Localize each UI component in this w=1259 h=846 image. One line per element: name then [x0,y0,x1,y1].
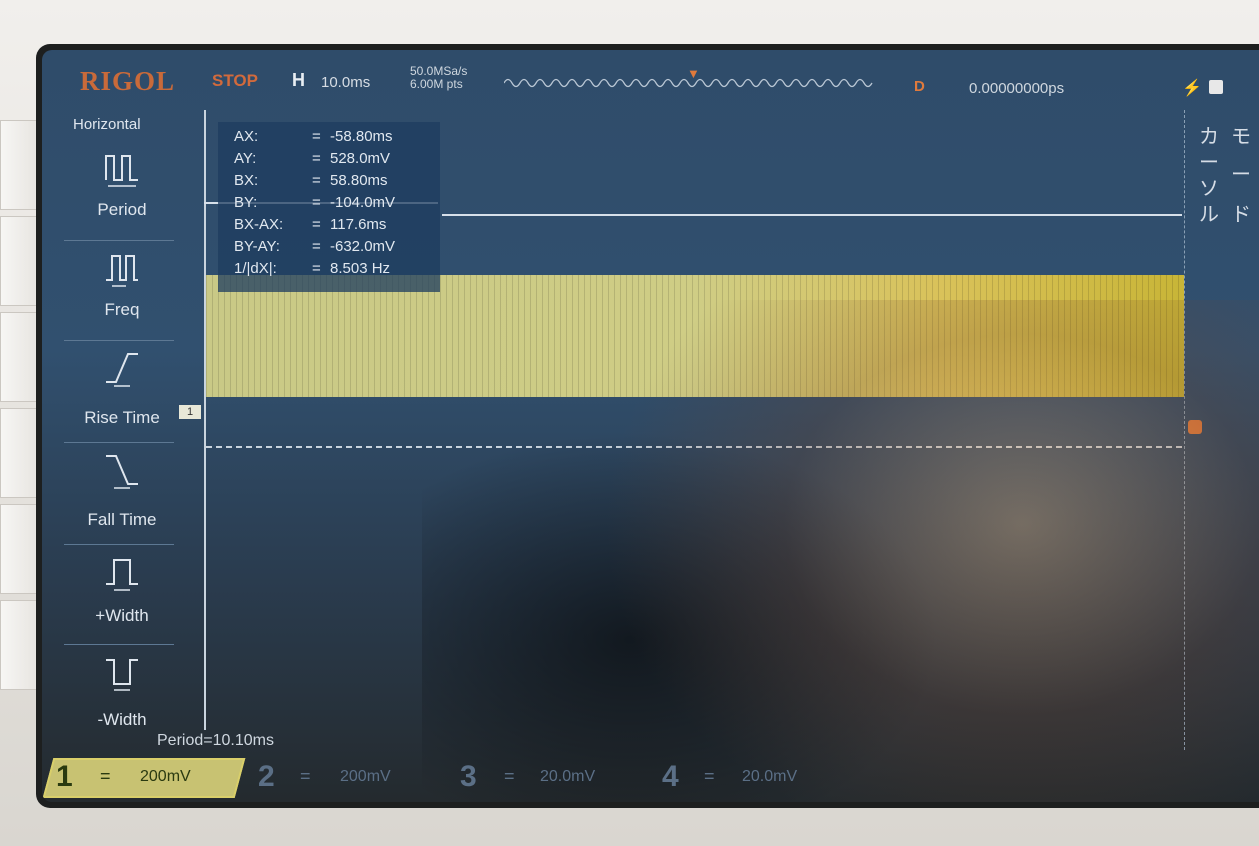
cursor-label: BX-AX: [234,216,284,233]
menu-glyph: ル [1199,204,1219,226]
channel-1-offset-marker[interactable]: 1 [179,405,201,419]
cursor-label: BX: [234,172,259,189]
timebase-value[interactable]: 10.0ms [321,74,371,91]
period-icon [105,155,138,187]
menu-label-period: Period [97,200,147,219]
equals-sign: = [312,128,321,145]
fall-time-icon [106,455,138,489]
menu-item-freq[interactable]: Freq [62,246,182,346]
menu-item-positive-width[interactable]: +Width [62,550,182,650]
channel-3-number[interactable]: 3 [460,760,477,793]
channel-1-waveform [206,275,1184,397]
cursor-label: BY: [234,194,258,211]
channel-4-number[interactable]: 4 [662,760,679,793]
cursor-b-line-right[interactable] [442,214,1182,216]
channel-4-scale[interactable]: 20.0mV [742,768,798,785]
menu-divider [64,644,174,645]
channel-3-scale[interactable]: 20.0mV [540,768,596,785]
status-icon [1209,80,1223,94]
cursor-label: 1/|dX|: [234,260,277,277]
menu-title: Horizontal [73,116,141,133]
equals-sign: = [312,238,321,255]
brand-logo: RIGOL [80,66,176,96]
trigger-level-line[interactable] [206,446,1182,448]
channel-1-number[interactable]: 1 [56,760,73,793]
menu-item-negative-width[interactable]: -Width [62,650,182,750]
channel-1-scale[interactable]: 200mV [140,768,191,785]
waveform-texture [206,275,1184,397]
menu-label-freq: Freq [104,300,140,319]
menu-label-positive-width: +Width [95,606,149,625]
menu-glyph: ド [1231,204,1251,226]
cursor-value: 8.503 Hz [330,260,391,277]
menu-divider [64,240,174,241]
equals-sign: = [504,766,515,786]
cursor-value: -104.0mV [330,194,396,211]
cursor-label: AX: [234,128,259,145]
menu-divider [64,442,174,443]
menu-divider [64,544,174,545]
cursor-marker-icon[interactable] [1188,420,1202,434]
run-state-indicator[interactable]: STOP [212,71,258,90]
menu-glyph: カ [1199,126,1219,148]
cursor-value: 58.80ms [330,172,388,189]
measure-menu: Horizontal Period Freq [42,110,207,750]
delay-label: D [914,78,925,95]
memory-depth: 6.00M pts [410,77,463,91]
equals-sign: = [100,766,111,786]
equals-sign: = [312,150,321,167]
cursor-value: -58.80ms [330,128,393,145]
negative-width-icon [106,659,138,691]
equals-sign: = [312,216,321,233]
trigger-edge-icon: ⚡ [1182,80,1202,97]
freq-icon [106,255,138,287]
cursor-menu: カ ー ソ ル モ ー ド [1184,110,1259,750]
equals-sign: = [300,766,311,786]
cursor-value: 117.6ms [330,216,387,233]
cursor-label: BY-AY: [234,238,280,255]
period-measurement: Period=10.10ms [157,732,274,749]
menu-label-negative-width: -Width [97,710,147,729]
menu-item-period[interactable]: Period [62,146,182,246]
cursor-label: AY: [234,150,257,167]
menu-glyph: ー [1199,152,1219,174]
channel-2-number[interactable]: 2 [258,760,275,793]
status-bar: RIGOL STOP H 10.0ms 50.0MSa/s 6.00M pts … [42,50,1259,110]
menu-label-fall-time: Fall Time [87,510,157,529]
cursor-readout-panel: AX: = -58.80ms AY: = 528.0mV BX: = 58.80… [218,122,440,292]
menu-glyph: ソ [1199,178,1219,200]
scope-display: RIGOL STOP H 10.0ms 50.0MSa/s 6.00M pts … [42,50,1259,802]
waveform-overview-icon [504,78,873,88]
menu-glyph: ー [1231,164,1251,186]
sample-rate: 50.0MSa/s [410,64,468,78]
menu-item-rise-time[interactable]: Rise Time [62,346,182,446]
equals-sign: = [704,766,715,786]
menu-item-fall-time[interactable]: Fall Time [62,448,182,548]
display-frame: RIGOL STOP H 10.0ms 50.0MSa/s 6.00M pts … [36,44,1259,808]
equals-sign: = [312,194,321,211]
photo-shadow [422,430,942,802]
equals-sign: = [312,260,321,277]
menu-label-rise-time: Rise Time [84,408,160,427]
rise-time-icon [106,353,138,387]
graticule-left-edge [204,110,206,730]
delay-value[interactable]: 0.00000000ps [969,80,1065,97]
channel-bar: 1 = 200mV 2 = 200mV 3 = 20.0mV 4 = 20.0m… [42,752,1259,802]
menu-glyph: モ [1231,126,1251,148]
menu-divider [64,340,174,341]
equals-sign: = [312,172,321,189]
cursor-value: -632.0mV [330,238,396,255]
channel-2-scale[interactable]: 200mV [340,768,391,785]
cursor-value: 528.0mV [330,150,391,167]
trigger-position-icon: ▼ [687,66,700,81]
positive-width-icon [106,559,138,591]
timebase-label: H [292,70,305,90]
